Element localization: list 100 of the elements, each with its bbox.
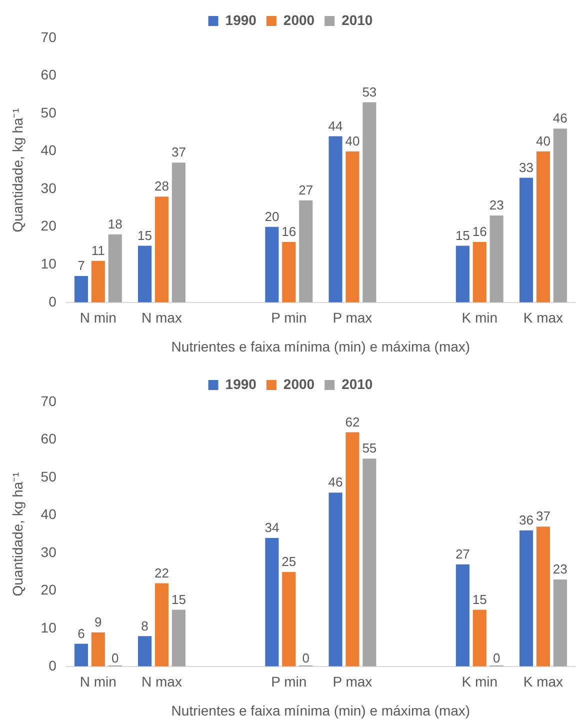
bar (282, 242, 296, 302)
x-tick-label: N min (80, 310, 116, 326)
x-tick-label: P max (332, 674, 372, 690)
data-label: 22 (154, 565, 169, 580)
x-tick-label: P max (332, 310, 372, 326)
x-tick-label: N max (142, 310, 182, 326)
data-label: 44 (328, 118, 343, 134)
bar (265, 538, 279, 666)
legend-label: 2010 (342, 12, 373, 28)
y-tick-label: 20 (40, 218, 57, 234)
bar (346, 432, 360, 666)
data-label: 7 (78, 258, 85, 274)
data-label: 27 (298, 182, 314, 198)
bar (346, 151, 360, 302)
bar (490, 216, 504, 302)
y-tick-label: 70 (40, 28, 57, 45)
data-label: 37 (536, 508, 550, 524)
legend-label: 2000 (283, 376, 315, 392)
y-tick-label: 40 (40, 142, 57, 158)
bar (91, 632, 105, 666)
y-axis-title: Quantidade, kg ha⁻¹ (9, 472, 26, 596)
y-tick-label: 10 (40, 255, 57, 272)
bar (472, 610, 486, 666)
bar (172, 162, 186, 302)
data-label: 40 (536, 133, 550, 148)
bar (362, 458, 376, 666)
y-tick-label: 60 (40, 66, 57, 83)
y-tick-label: 40 (40, 506, 57, 522)
data-label: 33 (519, 160, 534, 175)
y-tick-label: 20 (40, 582, 57, 598)
y-tick-label: 50 (40, 104, 57, 120)
data-label: 0 (492, 650, 500, 666)
x-axis-title: Nutrientes e faixa mínima (min) e máxima (max) (171, 338, 470, 354)
bar (138, 246, 152, 302)
data-label: 6 (78, 626, 85, 641)
x-tick-label: K min (462, 310, 498, 326)
data-label: 28 (154, 178, 169, 194)
data-label: 40 (345, 133, 360, 148)
legend-label: 2000 (283, 12, 315, 28)
x-tick-label: N min (80, 674, 116, 690)
data-label: 15 (472, 592, 487, 607)
x-tick-label: K max (523, 310, 564, 326)
bar (328, 136, 342, 302)
data-label: 0 (302, 650, 310, 666)
y-axis-title: Quantidade, kg ha⁻¹ (9, 108, 26, 232)
data-label: 55 (362, 440, 377, 456)
bar (299, 200, 313, 302)
data-label: 18 (108, 216, 122, 232)
data-label: 20 (264, 208, 280, 224)
bar (265, 226, 279, 302)
data-label: 62 (345, 414, 360, 430)
data-label: 16 (472, 224, 487, 240)
legend-label: 1990 (225, 376, 257, 392)
x-tick-label: P min (271, 310, 307, 326)
bar (154, 196, 169, 302)
bar (154, 583, 169, 666)
data-label: 15 (171, 592, 186, 607)
data-label: 16 (282, 224, 296, 240)
data-label: 37 (171, 144, 186, 160)
data-label: 23 (552, 562, 568, 577)
bar (91, 260, 105, 302)
bar (362, 102, 376, 302)
bar (172, 610, 186, 666)
data-label: 27 (455, 546, 470, 562)
legend-label: 2010 (342, 376, 373, 392)
x-axis-title: Nutrientes e faixa mínima (min) e máxima (max) (171, 702, 470, 718)
data-label: 23 (489, 198, 504, 213)
data-label: 25 (282, 554, 296, 570)
bar (472, 242, 486, 302)
y-tick-label: 60 (40, 430, 57, 447)
bar (74, 644, 88, 666)
y-tick-label: 70 (40, 392, 57, 409)
bar (553, 128, 567, 302)
bar (519, 530, 534, 666)
x-tick-label: K max (523, 674, 564, 690)
bar (282, 572, 296, 666)
bar (108, 234, 122, 302)
bar (74, 276, 88, 302)
y-tick-label: 30 (40, 180, 57, 196)
bar (536, 526, 550, 666)
legend-label: 1990 (225, 12, 257, 28)
y-tick-label: 10 (40, 619, 57, 636)
data-label: 46 (328, 474, 343, 490)
y-tick-label: 50 (40, 468, 57, 484)
y-tick-label: 30 (40, 544, 57, 560)
bar (456, 564, 470, 666)
bar (553, 580, 567, 666)
bar (328, 492, 342, 666)
x-tick-label: P min (271, 674, 307, 690)
data-label: 0 (112, 650, 119, 666)
bar (138, 636, 152, 666)
data-label: 34 (264, 520, 280, 536)
data-label: 36 (519, 512, 534, 528)
data-label: 15 (455, 228, 470, 243)
data-label: 11 (91, 242, 105, 258)
bar (519, 178, 534, 302)
y-tick-label: 0 (48, 293, 57, 310)
data-label: 15 (138, 228, 152, 243)
data-label: 8 (141, 618, 148, 634)
y-tick-label: 0 (48, 657, 57, 674)
